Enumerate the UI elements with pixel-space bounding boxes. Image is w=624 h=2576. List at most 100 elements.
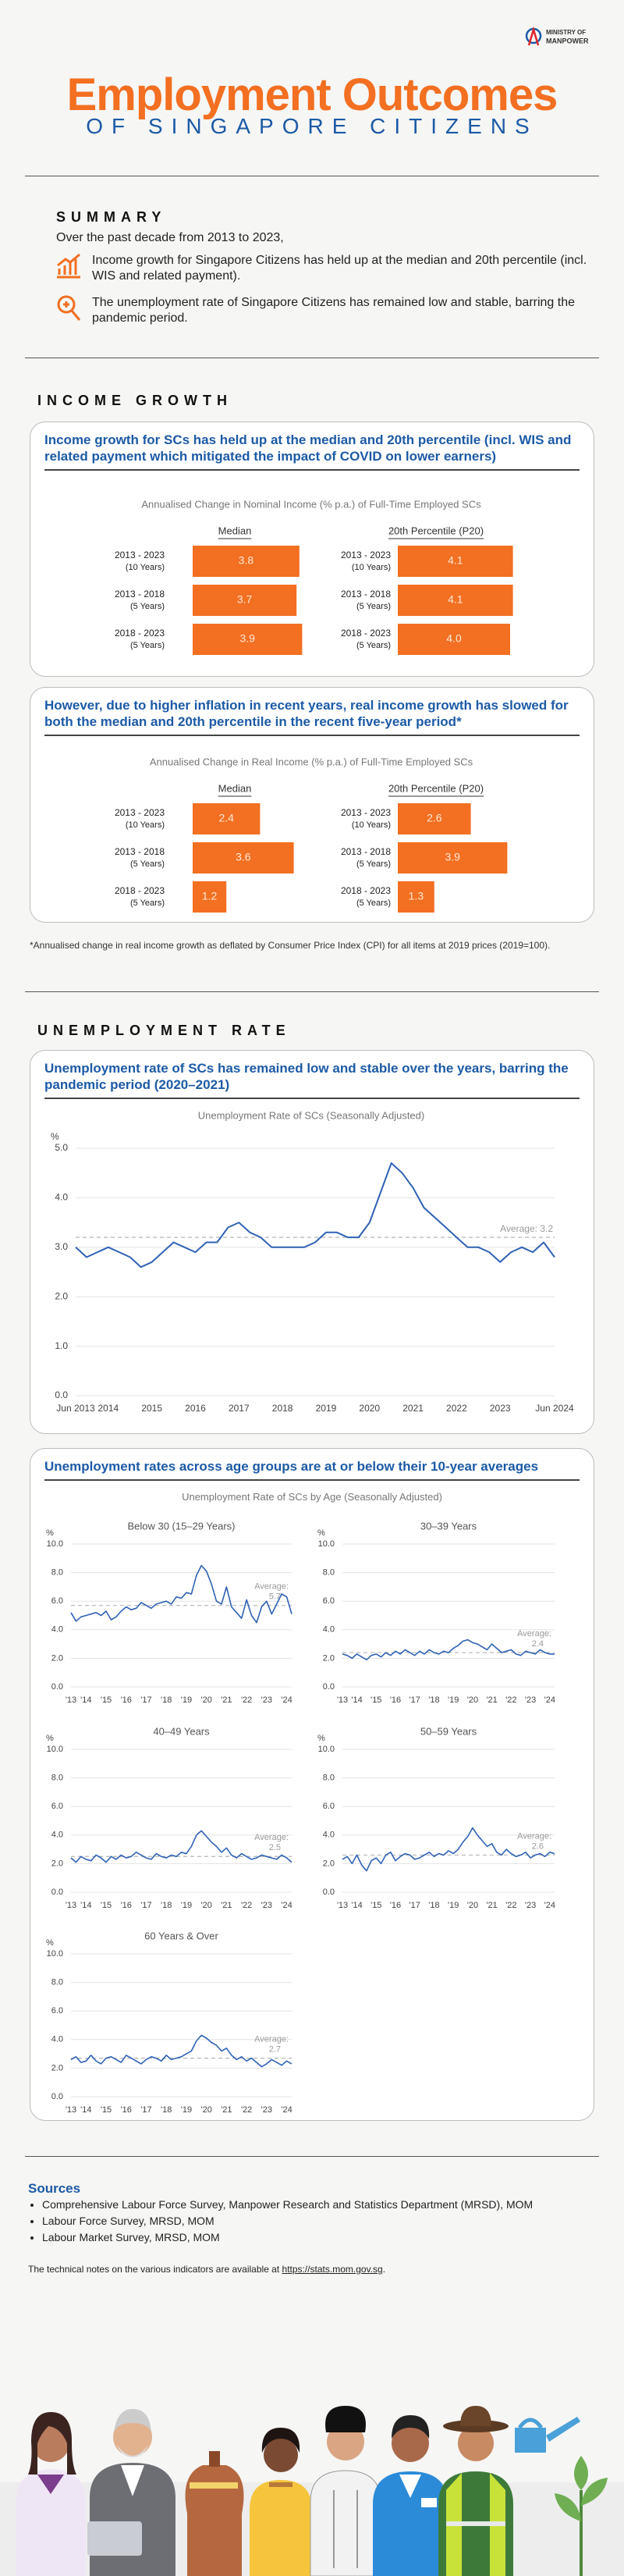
y-tick-label: 0.0 bbox=[51, 2092, 63, 2101]
average-label: Average: bbox=[517, 1831, 551, 1841]
y-tick-label: 4.0 bbox=[323, 1625, 335, 1635]
y-tick-label: 8.0 bbox=[323, 1774, 335, 1783]
y-tick-label: 2.0 bbox=[51, 1859, 63, 1868]
logo-text: MINISTRY OF bbox=[546, 29, 586, 36]
y-tick-label: 8.0 bbox=[323, 1568, 335, 1578]
growth-icon bbox=[57, 253, 80, 279]
icon-stroke bbox=[57, 295, 76, 314]
x-tick-label: '22 bbox=[505, 1901, 516, 1910]
value-label: 4.1 bbox=[448, 554, 463, 567]
watering-can bbox=[515, 2417, 580, 2453]
x-tick-label: '15 bbox=[370, 1695, 381, 1705]
x-tick-label: '13 bbox=[337, 1901, 348, 1910]
note-text: . bbox=[382, 2264, 386, 2275]
category-label: 2018 - 2023 bbox=[341, 885, 391, 896]
x-tick-label: Jun 2013 bbox=[56, 1403, 95, 1414]
x-tick-label: '24 bbox=[281, 2105, 292, 2115]
bar bbox=[398, 546, 513, 577]
category-period: (5 Years) bbox=[130, 859, 165, 869]
x-tick-label: '18 bbox=[161, 1901, 172, 1910]
value-label: 3.9 bbox=[239, 632, 255, 645]
line bbox=[70, 2034, 292, 2068]
y-tick-label: 2.0 bbox=[323, 1653, 335, 1663]
note-text: The technical notes on the various indic… bbox=[28, 2264, 282, 2275]
y-tick-label: 6.0 bbox=[51, 1802, 63, 1811]
category-label: 2013 - 2018 bbox=[341, 846, 391, 857]
x-tick-label: '24 bbox=[544, 1901, 555, 1910]
x-tick-label: '16 bbox=[390, 1695, 401, 1705]
category-label: 2018 - 2023 bbox=[341, 628, 391, 639]
category-label: 2018 - 2023 bbox=[115, 885, 165, 896]
category-label: 2013 - 2018 bbox=[115, 589, 165, 600]
category-label: 2013 - 2023 bbox=[115, 807, 165, 818]
source-item: Labour Market Survey, MRSD, MOM bbox=[42, 2229, 619, 2246]
x-tick-label: '21 bbox=[221, 1695, 232, 1705]
category-label: 2018 - 2023 bbox=[115, 628, 165, 639]
y-tick-label: 6.0 bbox=[323, 1802, 335, 1811]
x-tick-label: '24 bbox=[544, 1695, 555, 1705]
category-period: (5 Years) bbox=[356, 602, 391, 611]
bar bbox=[193, 546, 300, 577]
value-label: 3.9 bbox=[445, 851, 460, 863]
y-tick-label: 2.0 bbox=[55, 1290, 68, 1301]
average-value: 2.5 bbox=[269, 1843, 281, 1852]
x-tick-label: '20 bbox=[200, 1901, 211, 1910]
y-tick-label: 4.0 bbox=[323, 1831, 335, 1840]
bar bbox=[193, 624, 303, 655]
stats-link[interactable]: https://stats.mom.gov.sg bbox=[282, 2264, 383, 2275]
card-headline: Unemployment rate of SCs has remained lo… bbox=[44, 1060, 580, 1099]
card: Income growth for SCs has held up at the… bbox=[30, 422, 594, 677]
x-tick-label: '23 bbox=[525, 1901, 536, 1910]
y-unit: % bbox=[317, 1528, 325, 1538]
x-tick-label: '19 bbox=[181, 2105, 192, 2115]
category-period: (5 Years) bbox=[356, 898, 391, 908]
x-tick-label: '16 bbox=[121, 1901, 132, 1910]
average-label: Average: bbox=[254, 1833, 289, 1842]
y-unit: % bbox=[46, 1938, 54, 1948]
panel-header: Median bbox=[218, 525, 252, 536]
value-label: 3.6 bbox=[236, 851, 251, 863]
small-chart-title: Below 30 (15–29 Years) bbox=[127, 1520, 235, 1532]
y-tick-label: 0.0 bbox=[55, 1389, 68, 1400]
bar bbox=[398, 624, 510, 655]
line bbox=[342, 1638, 555, 1660]
average-label: Average: bbox=[254, 2034, 289, 2044]
x-tick-label: '20 bbox=[200, 2105, 211, 2115]
average-label: Average: bbox=[500, 1223, 537, 1234]
x-tick-label: 2016 bbox=[185, 1403, 206, 1414]
x-tick-label: '20 bbox=[200, 1695, 211, 1705]
y-unit: % bbox=[46, 1528, 54, 1538]
source-item: Comprehensive Labour Force Survey, Manpo… bbox=[42, 2197, 619, 2213]
category-period: (5 Years) bbox=[130, 602, 165, 611]
x-tick-label: '23 bbox=[261, 2105, 272, 2115]
y-tick-label: 6.0 bbox=[51, 2006, 63, 2016]
bar bbox=[193, 585, 297, 616]
value-label: 3.8 bbox=[239, 554, 254, 567]
average-label: Average: bbox=[517, 1629, 551, 1638]
small-chart-title: 40–49 Years bbox=[153, 1725, 210, 1737]
small-chart-title: 30–39 Years bbox=[420, 1520, 477, 1532]
sources-list: Comprehensive Labour Force Survey, Manpo… bbox=[14, 2197, 619, 2246]
x-tick-label: Jun 2024 bbox=[535, 1403, 574, 1414]
x-tick-label: '22 bbox=[505, 1695, 516, 1705]
value-label: 2.4 bbox=[218, 812, 234, 824]
x-tick-label: '19 bbox=[181, 1695, 192, 1705]
x-tick-label: '20 bbox=[467, 1901, 478, 1910]
x-tick-label: '14 bbox=[80, 1901, 91, 1910]
x-tick-label: '21 bbox=[486, 1695, 497, 1705]
category-period: (10 Years) bbox=[352, 563, 391, 572]
main-subtitle: OF SINGAPORE CITIZENS bbox=[86, 114, 538, 138]
value-label: 3.7 bbox=[237, 593, 253, 606]
bar-chart: Annualised Change in Nominal Income (% p… bbox=[115, 498, 513, 655]
y-tick-label: 1.0 bbox=[55, 1340, 68, 1351]
line bbox=[75, 1162, 555, 1268]
mannequin bbox=[185, 2451, 244, 2576]
y-tick-label: 10.0 bbox=[47, 1745, 63, 1754]
x-tick-label: '16 bbox=[121, 2105, 132, 2115]
line-chart: Unemployment Rate of SCs (Seasonally Adj… bbox=[51, 1109, 574, 1414]
category-period: (10 Years) bbox=[126, 820, 165, 830]
sources-heading: Sources bbox=[28, 2181, 81, 2196]
x-tick-label: '23 bbox=[261, 1695, 272, 1705]
y-tick-label: 10.0 bbox=[47, 1949, 63, 1959]
